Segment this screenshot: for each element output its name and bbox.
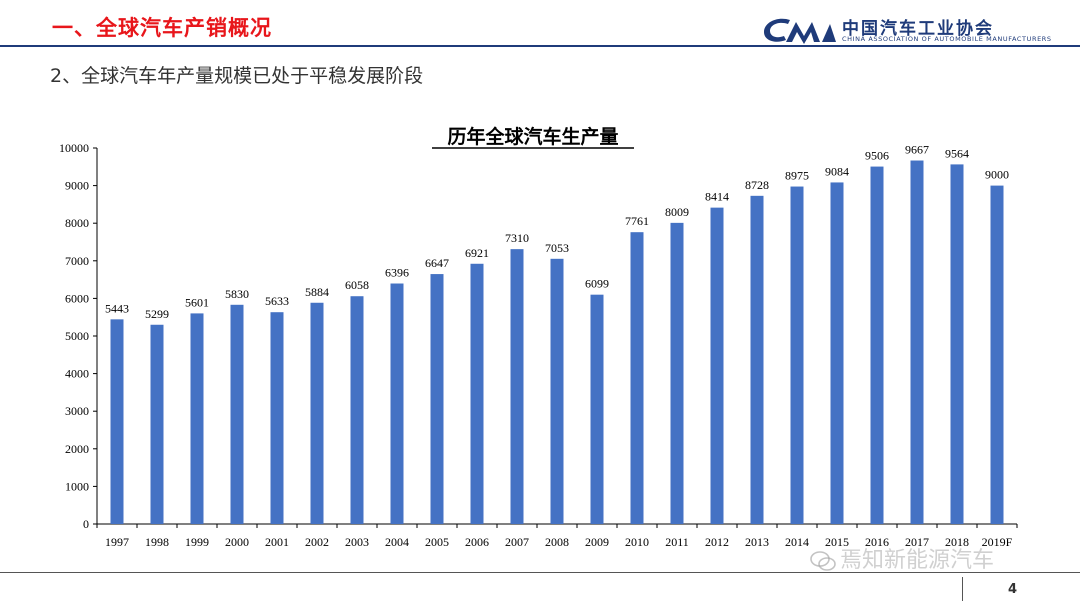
chart-title: 历年全球汽车生产量 <box>447 125 618 148</box>
footer-line <box>0 572 1080 573</box>
bar <box>590 294 604 524</box>
watermark-text: 焉知新能源汽车 <box>840 548 995 573</box>
data-label: 6921 <box>465 246 489 260</box>
y-tick-label: 7000 <box>65 254 89 268</box>
bar <box>190 313 204 524</box>
x-tick-label: 1999 <box>185 535 209 549</box>
data-label: 9000 <box>985 168 1009 182</box>
bar <box>390 283 404 524</box>
caam-logo: 中国汽车工业协会 CHINA ASSOCIATION OF AUTOMOBILE… <box>760 14 1060 46</box>
data-label: 5633 <box>265 294 289 308</box>
y-tick-label: 1000 <box>65 479 89 493</box>
y-tick-label: 2000 <box>65 442 89 456</box>
slide-subtitle: 2、全球汽车年产量规模已处于平稳发展阶段 <box>50 65 424 87</box>
data-label: 6647 <box>425 256 449 270</box>
header-divider <box>0 45 1080 47</box>
data-label: 8728 <box>745 178 769 192</box>
bar <box>430 274 444 524</box>
y-tick-label: 8000 <box>65 216 89 230</box>
bar <box>790 186 804 525</box>
data-label: 5601 <box>185 295 209 309</box>
data-label: 5443 <box>105 301 129 315</box>
bar <box>830 182 844 525</box>
x-tick-label: 2003 <box>345 535 369 549</box>
bar <box>310 302 324 524</box>
bar <box>750 195 764 524</box>
caam-logo-icon <box>764 18 836 44</box>
watermark: 焉知新能源汽车 <box>810 542 994 574</box>
data-labels: 5443 5299 5601 5830 5633 5884 6058 6396 6647 6921… <box>105 143 1009 321</box>
y-tick-label: 9000 <box>65 179 89 193</box>
page-number: 4 <box>1008 582 1018 597</box>
x-tick-label: 2009 <box>585 535 609 549</box>
y-tick-label: 3000 <box>65 404 89 418</box>
y-tick-label: 0 <box>83 517 89 531</box>
footer-divider <box>962 577 963 601</box>
data-label: 8975 <box>785 169 809 183</box>
bar <box>110 319 124 524</box>
y-tick-label: 4000 <box>65 367 89 381</box>
bar <box>270 312 284 524</box>
logo-chinese-name: 中国汽车工业协会 <box>842 19 994 39</box>
data-label: 6099 <box>585 277 609 291</box>
x-tick-label: 2016 <box>865 535 889 549</box>
data-label: 9564 <box>945 146 969 160</box>
x-tick-label: 2000 <box>225 535 249 549</box>
y-tick-label: 10000 <box>59 141 89 155</box>
x-tick-label: 2012 <box>705 535 729 549</box>
bar <box>150 324 164 524</box>
bar <box>350 296 364 524</box>
data-label: 8009 <box>665 205 689 219</box>
x-tick-label: 2018 <box>945 535 969 549</box>
x-tick-label: 1997 <box>105 535 129 549</box>
x-tick-label: 2014 <box>785 535 809 549</box>
x-tick-label: 2007 <box>505 535 529 549</box>
x-tick-label: 2004 <box>385 535 409 549</box>
bar <box>470 263 484 524</box>
data-label: 5830 <box>225 287 249 301</box>
logo-english-name: CHINA ASSOCIATION OF AUTOMOBILE MANUFACT… <box>842 35 1052 43</box>
x-tick-label: 2015 <box>825 535 849 549</box>
data-label: 8414 <box>705 190 729 204</box>
x-tick-label: 1998 <box>145 535 169 549</box>
bar <box>230 304 244 524</box>
x-tick-label: 2013 <box>745 535 769 549</box>
y-axis: 0 1000 2000 3000 4000 5000 6000 7000 8000 9000 100… <box>59 141 98 531</box>
data-label: 9667 <box>905 143 929 157</box>
x-tick-label: 2006 <box>465 535 489 549</box>
bar-chart: 历年全球汽车生产量 0 1000 2000 3000 4000 5000 6000 7000 8… <box>59 125 1018 549</box>
bar <box>990 185 1004 524</box>
data-label: 6058 <box>345 278 369 292</box>
x-tick-label: 2010 <box>625 535 649 549</box>
data-label: 5299 <box>145 307 169 321</box>
x-tick-label: 2002 <box>305 535 329 549</box>
data-label: 7761 <box>625 214 649 228</box>
x-tick-label: 2019F <box>982 535 1013 549</box>
bar <box>510 249 524 525</box>
bar <box>670 222 684 524</box>
data-label: 9506 <box>865 149 889 163</box>
bar <box>630 232 644 524</box>
x-tick-label: 2005 <box>425 535 449 549</box>
x-tick-label: 2017 <box>905 535 929 549</box>
data-label: 9084 <box>825 164 849 178</box>
x-tick-label: 2011 <box>665 535 689 549</box>
bars <box>110 160 1004 525</box>
x-tick-label: 2001 <box>265 535 289 549</box>
y-tick-label: 6000 <box>65 291 89 305</box>
slide-title: 一、全球汽车产销概况 <box>52 16 272 40</box>
bar <box>710 207 724 524</box>
wechat-icon <box>810 551 836 571</box>
data-label: 5884 <box>305 285 329 299</box>
data-label: 7310 <box>505 231 529 245</box>
bar <box>870 166 884 524</box>
x-tick-label: 2008 <box>545 535 569 549</box>
bar <box>550 258 564 524</box>
bar <box>950 164 964 524</box>
data-label: 6396 <box>385 266 409 280</box>
bar <box>910 160 924 524</box>
data-label: 7053 <box>545 241 569 255</box>
y-tick-label: 5000 <box>65 329 89 343</box>
